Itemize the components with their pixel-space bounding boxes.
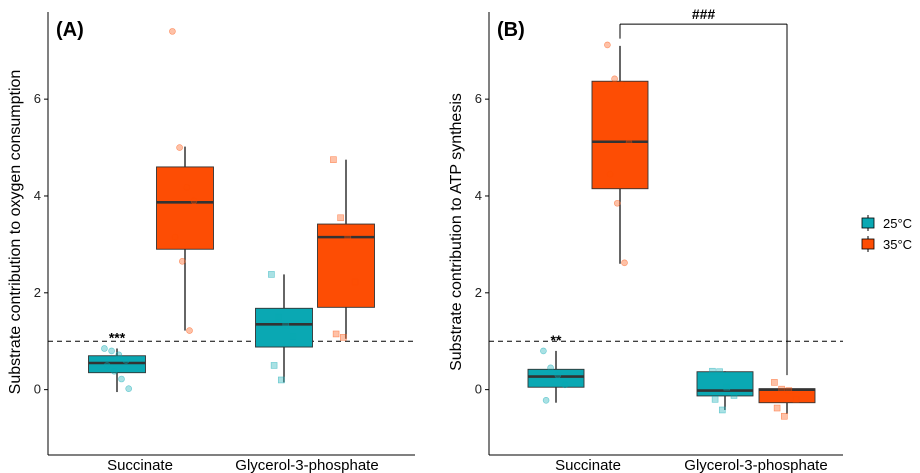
legend-key-35c	[861, 238, 875, 250]
legend-label-25c: 25°C	[883, 216, 912, 231]
panel-a: (A) Substrate contribution to oxygen con…	[7, 12, 415, 473]
panel-b-y-tick-label-2: 2	[475, 285, 482, 300]
panel-a-succinate-35-c-point-0	[169, 28, 176, 35]
panel-b-x-tick-label-succinate: Succinate	[555, 457, 621, 473]
panel-a-label: (A)	[56, 19, 84, 41]
panel-b-succinate-35-c-point-5	[613, 199, 621, 207]
panel-b-glycerol-3-phosphate-35-c-point-5	[780, 412, 788, 420]
panel-a-glycerol-3-phosphate-25-c-point-3	[289, 333, 297, 340]
panel-b-glycerol-3-phosphate-25-c-box	[696, 371, 754, 397]
panel-b-plot: ** ###	[489, 6, 843, 420]
panel-a-y-tick-label-2: 2	[34, 285, 41, 300]
legend: 25°C 35°C	[861, 215, 912, 252]
panel-b-x-tick-label-glycerol: Glycerol-3-phosphate	[684, 457, 827, 473]
panel-a-glycerol-3-phosphate-25-c-point-2	[282, 321, 290, 329]
panel-b-succinate-25-c-point-2	[554, 371, 562, 379]
panel-a-succinate-25-c-point-7	[125, 385, 132, 392]
panel-b-y-axis-title: Substrate contribution to ATP synthesis	[448, 93, 465, 371]
panel-a-glycerol-3-phosphate-35-c-point-4	[332, 330, 340, 338]
panel-a-plot: ***	[48, 28, 415, 393]
panel-a-x-tick-label-glycerol: Glycerol-3-phosphate	[235, 457, 378, 473]
panel-a-succinate-35-c-point-3	[190, 197, 198, 205]
panel-a-succinate-25-c-significance: ***	[109, 329, 126, 345]
panel-b: (B) Substrate contribution to ATP synthe…	[448, 6, 843, 473]
panel-b-glycerol-3-phosphate-35-c-point-0	[771, 379, 778, 386]
panel-b-glycerol-3-phosphate-25-c-point-2	[723, 383, 731, 391]
panel-b-glycerol-3-phosphate-35-c-point-3	[792, 396, 800, 403]
panel-a-glycerol-3-phosphate-35-c-point-2	[344, 233, 352, 241]
panel-a-x-tick-label-succinate: Succinate	[107, 457, 173, 473]
panel-b-glycerol-3-phosphate-25-c-point-3	[730, 392, 738, 399]
legend-item-25c: 25°C	[861, 215, 912, 231]
panel-a-glycerol-3-phosphate-35-c-point-5	[339, 334, 347, 341]
panel-a-glycerol-3-phosphate-25-c-point-5	[277, 376, 285, 384]
panel-b-glycerol-3-phosphate-25-c-point-4	[711, 396, 719, 403]
panel-b-succinate-35-c-point-6	[621, 259, 628, 267]
panel-b-succinate-25-c-point-3	[561, 381, 569, 389]
panel-b-succinate-25-c-point-1	[547, 364, 554, 372]
panel-a-glycerol-3-phosphate-35-c-point-0	[330, 156, 337, 163]
panel-a-succinate-25-c-point-3	[122, 357, 130, 364]
panel-b-glycerol-3-phosphate-25-c-point-5	[718, 406, 726, 414]
panel-b-label: (B)	[497, 19, 525, 41]
panel-a-y-tick-label-0: 0	[34, 382, 41, 397]
legend-key-25c	[861, 217, 875, 229]
panel-a-succinate-25-c-point-0	[101, 345, 108, 352]
panel-a-y-axis-title: Substrate contribution to oxygen consump…	[7, 70, 24, 395]
panel-a-y-ticks: 0 2 4 6	[34, 91, 48, 397]
panel-b-succinate-35-c-box	[591, 80, 649, 190]
panel-a-succinate-35-c-point-1	[176, 144, 183, 151]
panel-a-glycerol-3-phosphate-35-c-point-1	[337, 214, 344, 222]
panel-a-glycerol-3-phosphate-35-c-point-3	[351, 278, 359, 286]
panel-b-succinate-25-c-box	[527, 368, 585, 388]
panel-a-succinate-25-c-point-6	[118, 375, 125, 383]
panel-a-succinate-25-c-point-5	[111, 367, 118, 375]
panel-b-succinate-25-c-significance: **	[551, 332, 562, 348]
panel-a-glycerol-3-phosphate-25-c-point-0	[268, 271, 275, 278]
panel-b-y-ticks: 0 2 4 6	[475, 91, 489, 397]
panel-b-succinate-35-c-point-2	[618, 81, 626, 88]
panel-b-glycerol-3-phosphate-35-c-point-2	[785, 387, 793, 394]
panel-a-glycerol-3-phosphate-25-c-box	[255, 307, 313, 348]
panel-a-succinate-25-c-point-4	[103, 362, 111, 369]
panel-b-y-tick-label-0: 0	[475, 382, 482, 397]
panel-a-succinate-35-c-point-4	[171, 233, 179, 241]
panel-a-succinate-35-c-point-5	[179, 258, 186, 265]
panel-b-comparison-label: ###	[692, 6, 716, 22]
panel-b-succinate-25-c-point-0	[540, 347, 547, 355]
legend-item-35c: 35°C	[861, 236, 912, 252]
panel-b-succinate-35-c-point-3	[625, 139, 633, 147]
panel-a-glycerol-3-phosphate-25-c-point-4	[270, 362, 278, 369]
legend-label-35c: 35°C	[883, 237, 912, 252]
panel-b-glycerol-3-phosphate-35-c-point-4	[773, 404, 781, 412]
panel-a-succinate-35-c-point-2	[183, 183, 191, 191]
panel-b-y-tick-label-6: 6	[475, 91, 482, 106]
panel-a-succinate-25-c-point-1	[108, 347, 115, 355]
panel-a-y-tick-label-4: 4	[34, 188, 41, 203]
panel-b-glycerol-3-phosphate-35-c-point-1	[778, 385, 785, 393]
panel-b-succinate-25-c-point-4	[542, 396, 550, 404]
panel-b-glycerol-3-phosphate-25-c-point-1	[716, 368, 723, 376]
panel-b-y-tick-label-4: 4	[475, 188, 482, 203]
panel-a-succinate-25-c-point-2	[115, 351, 123, 359]
panel-a-succinate-35-c-point-6	[186, 327, 193, 334]
panel-b-succinate-35-c-point-0	[604, 41, 611, 49]
panel-b-glycerol-3-phosphate-25-c-point-0	[709, 367, 716, 375]
panel-a-y-tick-label-6: 6	[34, 91, 41, 106]
panel-b-succinate-35-c-point-1	[611, 75, 618, 83]
panel-a-succinate-35-c-box	[156, 166, 214, 250]
panel-b-succinate-35-c-point-4	[606, 170, 614, 178]
panel-a-glycerol-3-phosphate-25-c-point-1	[275, 313, 282, 321]
